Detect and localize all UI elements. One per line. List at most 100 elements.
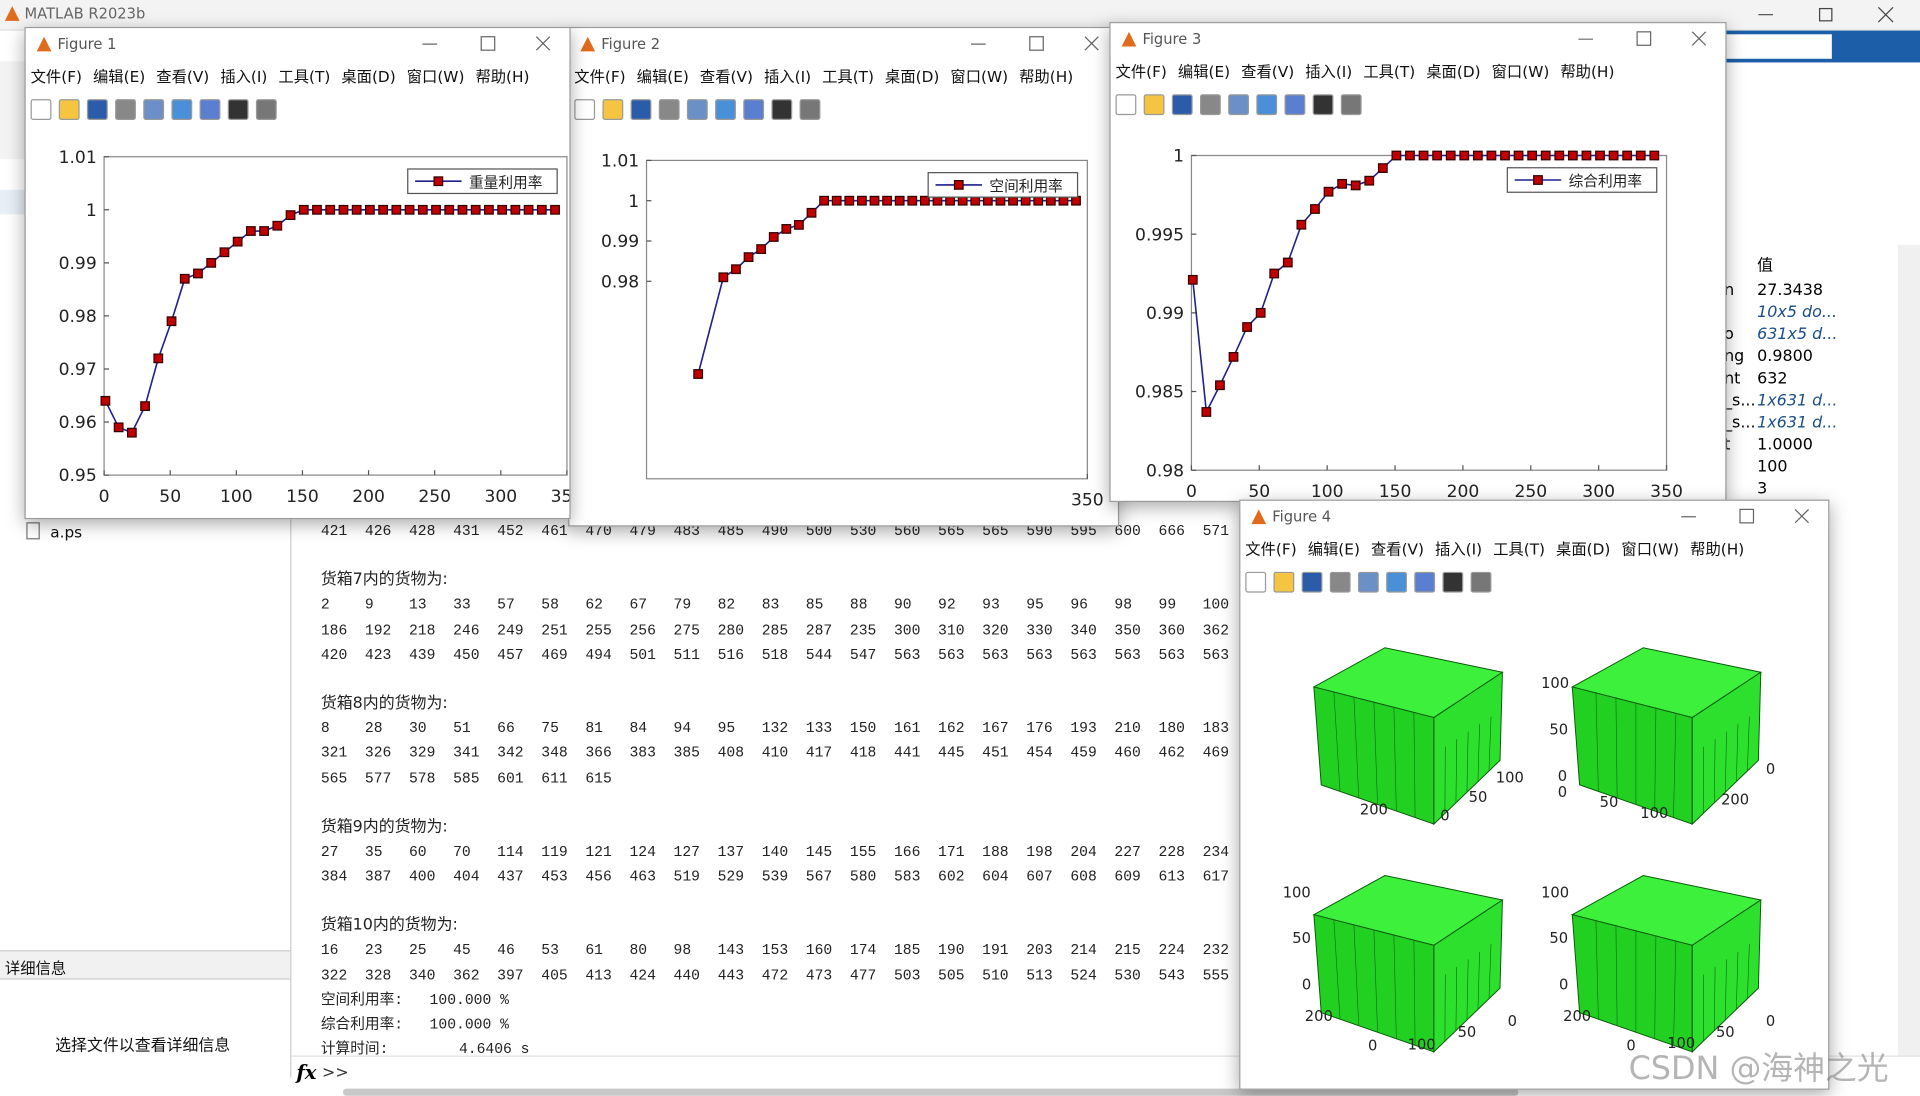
close[interactable] [535, 36, 551, 51]
menu-item[interactable]: 编辑(E) [1307, 540, 1360, 559]
figure-controls[interactable] [398, 36, 560, 53]
var-value[interactable]: 100 [1757, 457, 1788, 477]
maximize[interactable] [1029, 36, 1044, 51]
menu-item[interactable]: 文件(F) [1115, 62, 1167, 81]
menu-item[interactable]: 编辑(E) [93, 67, 146, 86]
menu-item[interactable]: 插入(I) [763, 67, 812, 86]
menu-item[interactable]: 插入(I) [220, 67, 268, 86]
axis-tick-label: 50 [1716, 1024, 1735, 1041]
tool-icon[interactable] [1301, 571, 1323, 593]
tool-icon[interactable] [1228, 93, 1249, 115]
tool-icon[interactable] [1256, 93, 1278, 115]
menu-item[interactable]: 桌面(D) [341, 67, 396, 86]
menu-item[interactable]: 文件(F) [1245, 540, 1297, 559]
box-inner-line [1455, 966, 1458, 1031]
menu-item[interactable]: 桌面(D) [1556, 540, 1611, 559]
tool-icon[interactable] [1312, 93, 1334, 115]
tool-icon[interactable] [1340, 93, 1362, 115]
axis-tick-label: 100 [1667, 1035, 1695, 1052]
tool-icon[interactable] [227, 98, 249, 120]
figure-controls[interactable] [1657, 508, 1819, 525]
menu-item[interactable]: 文件(F) [574, 67, 626, 86]
tool-icon[interactable] [86, 98, 108, 120]
tool-icon[interactable] [1357, 571, 1379, 593]
menu-item[interactable]: 插入(I) [1435, 540, 1483, 559]
tool-icon[interactable] [686, 98, 708, 120]
tool-icon[interactable] [602, 98, 624, 120]
h-scrollbar[interactable] [342, 1088, 1519, 1096]
var-value[interactable]: 1x631 d... [1757, 413, 1838, 433]
tool-icon[interactable] [143, 98, 165, 120]
menu-item[interactable]: 编辑(E) [636, 67, 689, 86]
close[interactable] [1084, 36, 1099, 51]
tool-icon[interactable] [199, 98, 221, 120]
tool-icon[interactable] [171, 98, 193, 120]
tool-icon[interactable] [574, 98, 596, 120]
menu-item[interactable]: 插入(I) [1305, 62, 1353, 81]
menu-item[interactable]: 帮助(H) [475, 67, 530, 86]
menu-item[interactable]: 帮助(H) [1019, 67, 1074, 86]
menu-item[interactable]: 查看(V) [1370, 540, 1424, 559]
tool-icon[interactable] [1284, 93, 1306, 115]
tool-icon[interactable] [1115, 93, 1137, 115]
var-value[interactable]: 3 [1757, 480, 1768, 499]
tool-icon[interactable] [715, 98, 736, 120]
var-value[interactable]: 27.3438 [1757, 281, 1823, 301]
maximize[interactable] [1739, 508, 1755, 524]
tool-icon[interactable] [1329, 571, 1351, 593]
menu-item[interactable]: 帮助(H) [1690, 540, 1745, 559]
search-box[interactable] [1714, 34, 1832, 59]
close[interactable] [1691, 31, 1707, 46]
menu-item[interactable]: 窗口(W) [950, 67, 1009, 86]
close[interactable] [1794, 508, 1810, 524]
var-value[interactable]: 632 [1757, 369, 1788, 389]
menu-item[interactable]: 桌面(D) [1426, 62, 1481, 81]
tool-icon[interactable] [1245, 571, 1267, 593]
menu-item[interactable]: 工具(T) [278, 67, 331, 86]
menu-item[interactable]: 窗口(W) [1491, 62, 1550, 81]
tool-icon[interactable] [1171, 93, 1193, 115]
menu-item[interactable]: 工具(T) [1493, 540, 1546, 559]
menu-item[interactable]: 桌面(D) [885, 67, 940, 86]
tool-icon[interactable] [658, 98, 680, 120]
tool-icon[interactable] [1200, 93, 1221, 115]
file-item[interactable]: a.ps [50, 522, 83, 542]
tool-icon[interactable] [1414, 571, 1436, 593]
tool-icon[interactable] [799, 98, 821, 120]
var-value[interactable]: 0.9800 [1757, 347, 1813, 367]
var-value[interactable]: 631x5 d... [1757, 325, 1838, 345]
figure-controls[interactable] [1554, 31, 1716, 48]
var-value[interactable]: 1x631 d... [1757, 391, 1838, 411]
menu-item[interactable]: 工具(T) [822, 67, 874, 86]
prompt[interactable]: >> [322, 1064, 349, 1083]
menu-item[interactable]: 工具(T) [1363, 62, 1416, 81]
menu-item[interactable]: 编辑(E) [1177, 62, 1231, 81]
tool-icon[interactable] [1386, 571, 1407, 593]
menu-item[interactable]: 查看(V) [156, 67, 210, 86]
window-controls[interactable] [1751, 5, 1910, 25]
tool-icon[interactable] [1470, 571, 1492, 593]
menu-item[interactable]: 查看(V) [699, 67, 753, 86]
menu-item[interactable]: 窗口(W) [406, 67, 465, 86]
menu-item[interactable]: 文件(F) [30, 67, 82, 86]
menu-item[interactable]: 帮助(H) [1560, 62, 1615, 81]
tool-icon[interactable] [1273, 571, 1295, 593]
tool-icon[interactable] [630, 98, 652, 120]
maximize[interactable] [480, 36, 496, 51]
tool-icon[interactable] [743, 98, 765, 120]
tool-icon[interactable] [255, 98, 277, 120]
tool-icon[interactable] [115, 98, 136, 120]
var-value[interactable]: 10x5 do... [1757, 303, 1838, 323]
tool-icon[interactable] [1442, 571, 1464, 593]
tool-icon[interactable] [771, 98, 793, 120]
point [831, 195, 842, 206]
menu-item[interactable]: 窗口(W) [1621, 540, 1680, 559]
tool-icon[interactable] [30, 98, 52, 120]
var-value[interactable]: 1.0000 [1757, 435, 1813, 455]
figure-controls[interactable] [947, 36, 1109, 53]
workspace-scrollbar[interactable] [1897, 244, 1920, 1090]
menu-item[interactable]: 查看(V) [1241, 62, 1295, 81]
tool-icon[interactable] [58, 98, 80, 120]
maximize[interactable] [1636, 31, 1652, 46]
tool-icon[interactable] [1143, 93, 1165, 115]
